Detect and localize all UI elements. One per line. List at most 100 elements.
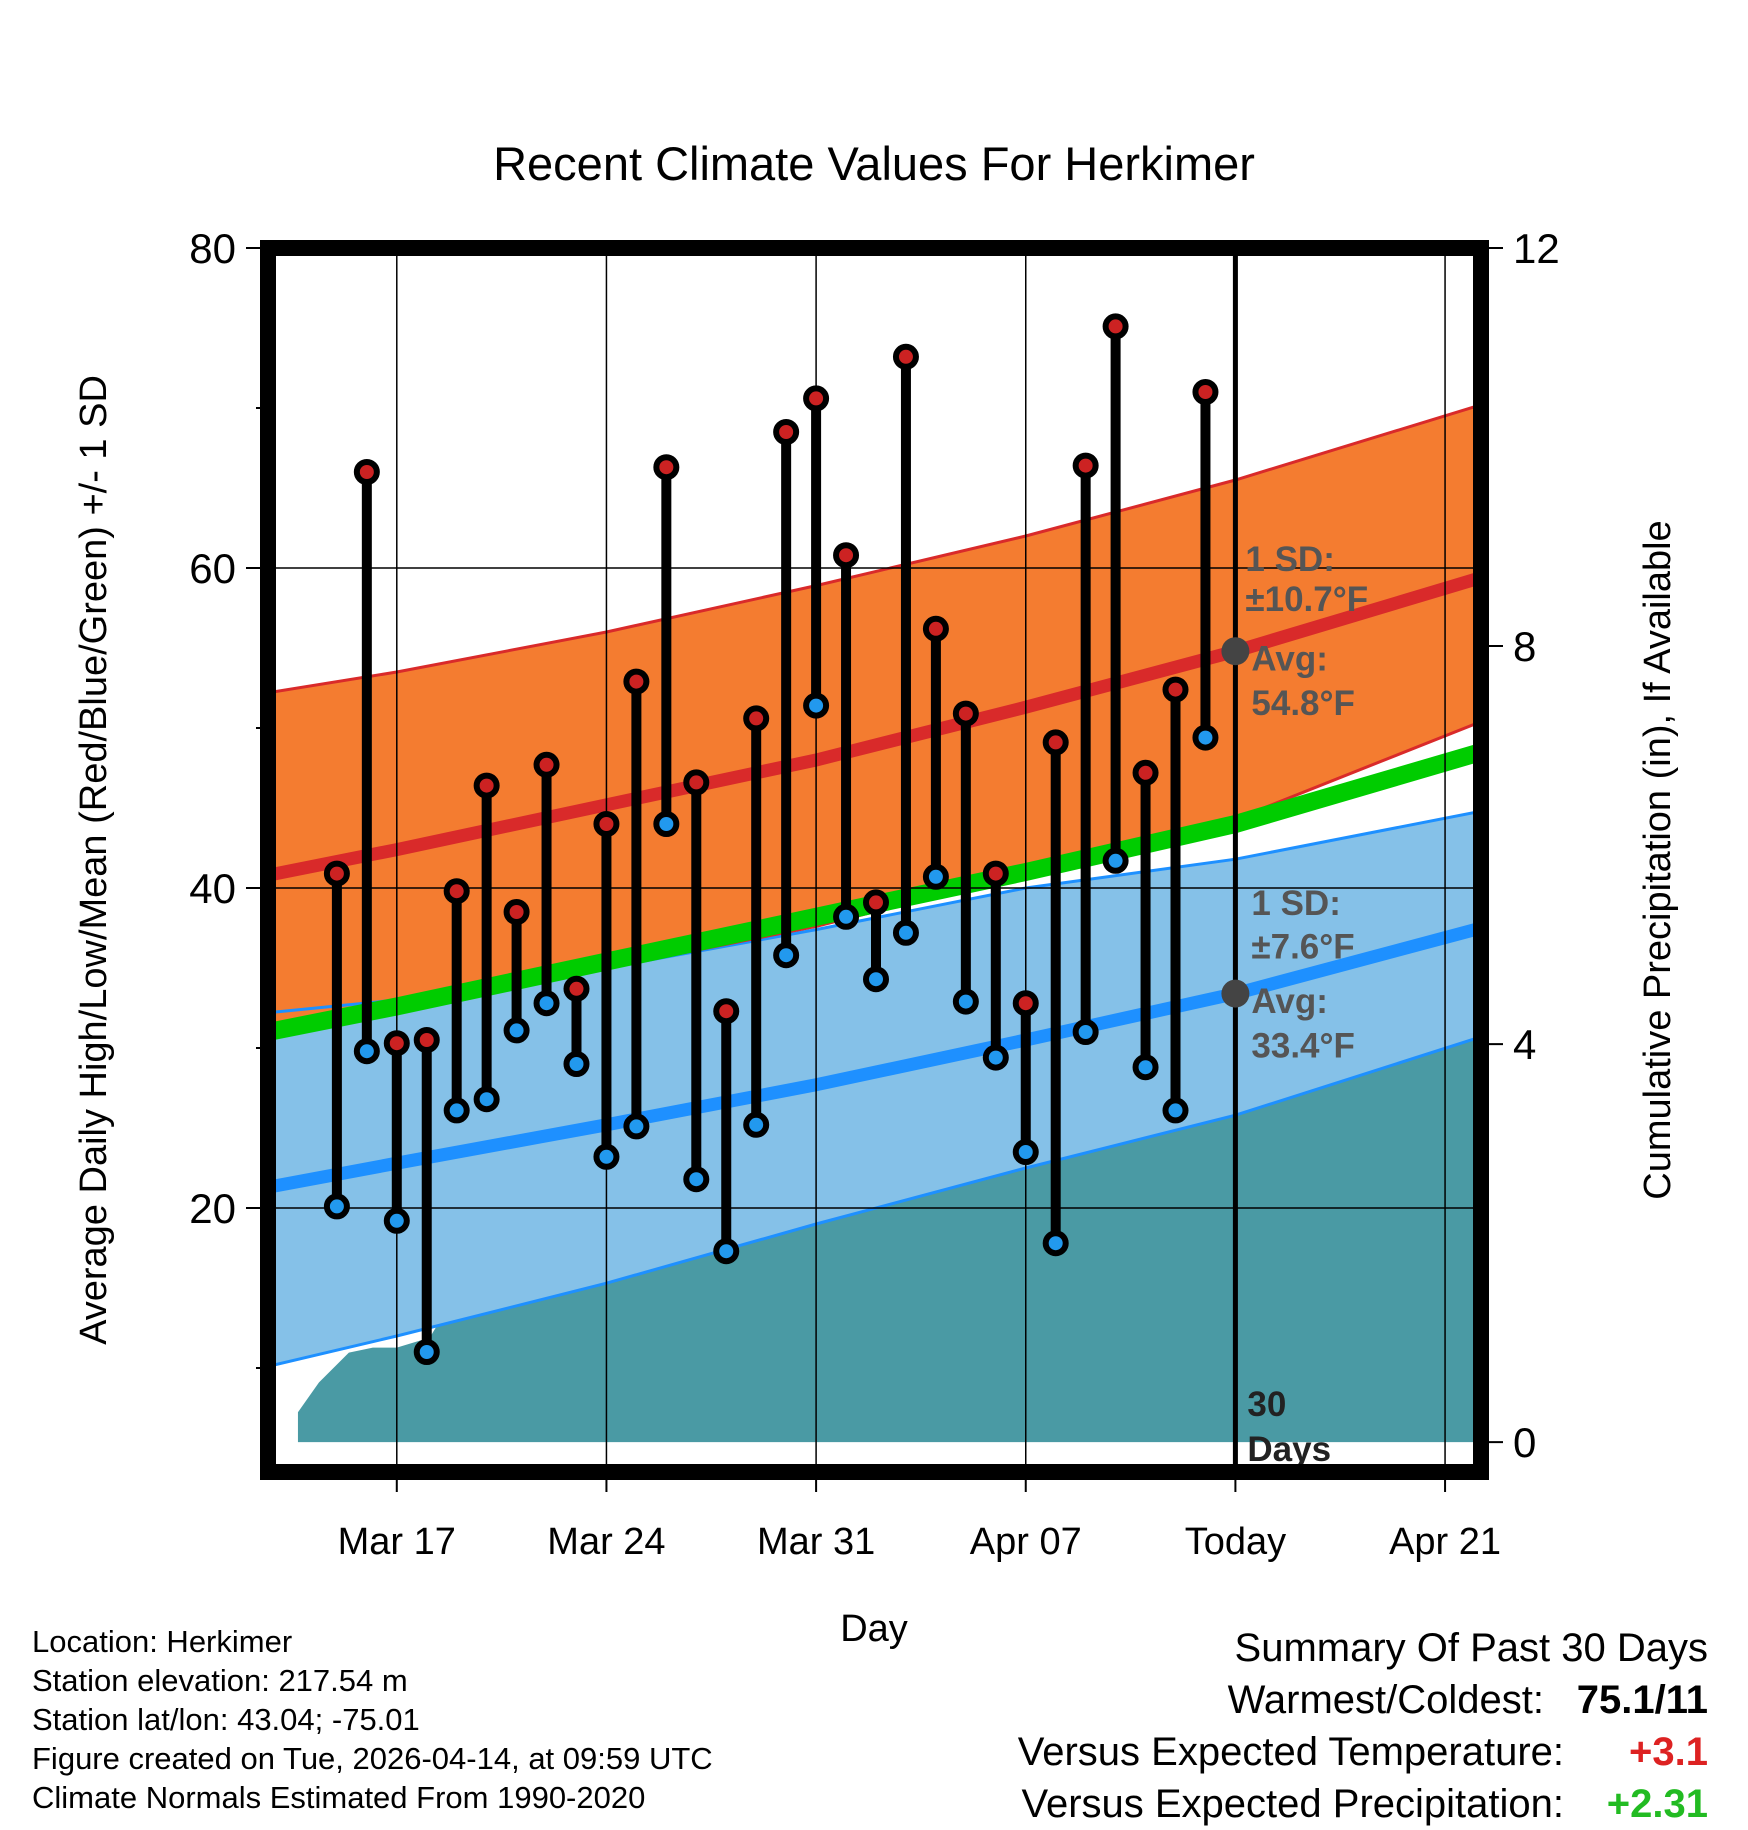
x-tick-label: Mar 17 (338, 1521, 456, 1563)
daily-low-point (1102, 847, 1129, 874)
daily-low-point (593, 1143, 620, 1170)
daily-high-point (473, 772, 500, 799)
daily-high-point (803, 385, 830, 412)
y-axis-label: Average Daily High/Low/Mean (Red/Blue/Gr… (73, 375, 115, 1345)
daily-high-point (1192, 379, 1219, 405)
y2-tick-label: 12 (1513, 225, 1560, 272)
summary-warmest-label: Warmest/Coldest: (1227, 1678, 1544, 1722)
daily-low-point (503, 1017, 530, 1044)
daily-low-point (743, 1111, 770, 1138)
daily-high-point (862, 889, 889, 916)
summary-panel: Summary Of Past 30 Days Warmest/Coldest:… (808, 1622, 1708, 1830)
summary-temp-label: Versus Expected Temperature: (1017, 1730, 1564, 1774)
info-elevation: Station elevation: 217.54 m (32, 1663, 408, 1698)
daily-low-point (533, 990, 560, 1017)
summary-temp-row: Versus Expected Temperature: +3.1 (808, 1726, 1708, 1778)
daily-high-point (383, 1030, 410, 1057)
daily-high-point (533, 751, 560, 778)
high-sd-label: 1 SD: (1245, 540, 1334, 579)
y-tick-label: 20 (189, 1185, 236, 1232)
info-latlon: Station lat/lon: 43.04; -75.01 (32, 1702, 420, 1737)
daily-high-point (653, 454, 680, 481)
summary-title: Summary Of Past 30 Days (1234, 1626, 1708, 1670)
x-tick-label: Today (1185, 1521, 1286, 1563)
daily-high-point (593, 811, 620, 837)
daily-high-point (353, 459, 380, 485)
x-tick-label: Apr 07 (970, 1521, 1082, 1563)
daily-low-point (683, 1166, 710, 1193)
info-created: Figure created on Tue, 2026-04-14, at 09… (32, 1741, 713, 1776)
daily-high-point (773, 419, 800, 445)
daily-low-point (443, 1097, 470, 1124)
daily-low-point (353, 1038, 380, 1065)
daily-high-point (1042, 729, 1069, 756)
high-avg-value: 54.8°F (1251, 684, 1355, 723)
y2-tick-label: 4 (1513, 1021, 1536, 1068)
x-axis-label: Day (840, 1608, 908, 1650)
high-avg-label: Avg: (1251, 639, 1327, 678)
daily-low-point (803, 692, 830, 719)
low-sd-value: ±7.6°F (1251, 927, 1354, 966)
daily-high-point (683, 769, 710, 796)
daily-high-point (563, 975, 590, 1002)
info-normals: Climate Normals Estimated From 1990-2020 (32, 1780, 646, 1815)
daily-low-point (1012, 1139, 1039, 1165)
daily-high-point (1162, 676, 1189, 703)
daily-low-point (1162, 1097, 1189, 1124)
daily-high-point (443, 878, 470, 905)
summary-warmest-value: 75.1/11 (1576, 1678, 1708, 1722)
high-sd-value: ±10.7°F (1245, 580, 1368, 619)
chart-title: Recent Climate Values For Herkimer (493, 137, 1255, 190)
daily-low-point (713, 1238, 740, 1265)
daily-high-point (892, 343, 919, 370)
info-location: Location: Herkimer (32, 1624, 293, 1659)
daily-high-point (1072, 452, 1099, 479)
daily-low-point (563, 1051, 590, 1077)
plot-frame (260, 240, 1489, 1480)
days-count-label: Days (1247, 1430, 1331, 1469)
daily-low-point (1072, 1019, 1099, 1045)
daily-low-point (922, 863, 949, 890)
y-tick-label: 60 (189, 545, 236, 592)
y2-tick-label: 8 (1513, 623, 1536, 670)
daily-high-point (413, 1027, 440, 1053)
low-avg-label: Avg: (1251, 982, 1327, 1021)
daily-low-point (413, 1339, 440, 1365)
x-tick-label: Mar 31 (757, 1521, 875, 1563)
daily-high-point (1132, 759, 1159, 786)
daily-low-point (773, 942, 800, 969)
daily-low-point (982, 1044, 1009, 1071)
daily-high-point (952, 700, 979, 727)
daily-low-point (833, 903, 860, 930)
today-low-avg-marker (1221, 979, 1250, 1008)
daily-low-point (862, 966, 889, 993)
days-count-number: 30 (1247, 1385, 1286, 1424)
summary-temp-value: +3.1 (1629, 1730, 1708, 1774)
plot-inner (268, 248, 1481, 1472)
daily-low-point (323, 1193, 350, 1220)
daily-high-point (623, 668, 650, 695)
low-sd-label: 1 SD: (1251, 884, 1340, 923)
daily-low-point (653, 811, 680, 837)
station-info: Location: Herkimer Station elevation: 21… (32, 1622, 713, 1817)
y2-axis-label: Cumulative Precipitation (in), If Availa… (1637, 520, 1679, 1199)
y-tick-label: 40 (189, 865, 236, 912)
daily-high-point (323, 860, 350, 887)
daily-high-point (1012, 990, 1039, 1017)
daily-high-point (833, 542, 860, 569)
daily-low-point (952, 988, 979, 1015)
daily-high-point (713, 998, 740, 1025)
daily-low-point (1192, 724, 1219, 751)
daily-high-point (1102, 313, 1129, 340)
daily-high-point (922, 615, 949, 642)
x-tick-label: Mar 24 (547, 1521, 665, 1563)
summary-precip-label: Versus Expected Precipitation: (1021, 1782, 1564, 1826)
daily-low-point (383, 1207, 410, 1234)
daily-high-point (982, 860, 1009, 887)
high-sd-band (268, 404, 1481, 1024)
y2-tick-label: 0 (1513, 1419, 1536, 1466)
x-tick-label: Apr 21 (1389, 1521, 1501, 1563)
daily-low-point (1042, 1230, 1069, 1257)
